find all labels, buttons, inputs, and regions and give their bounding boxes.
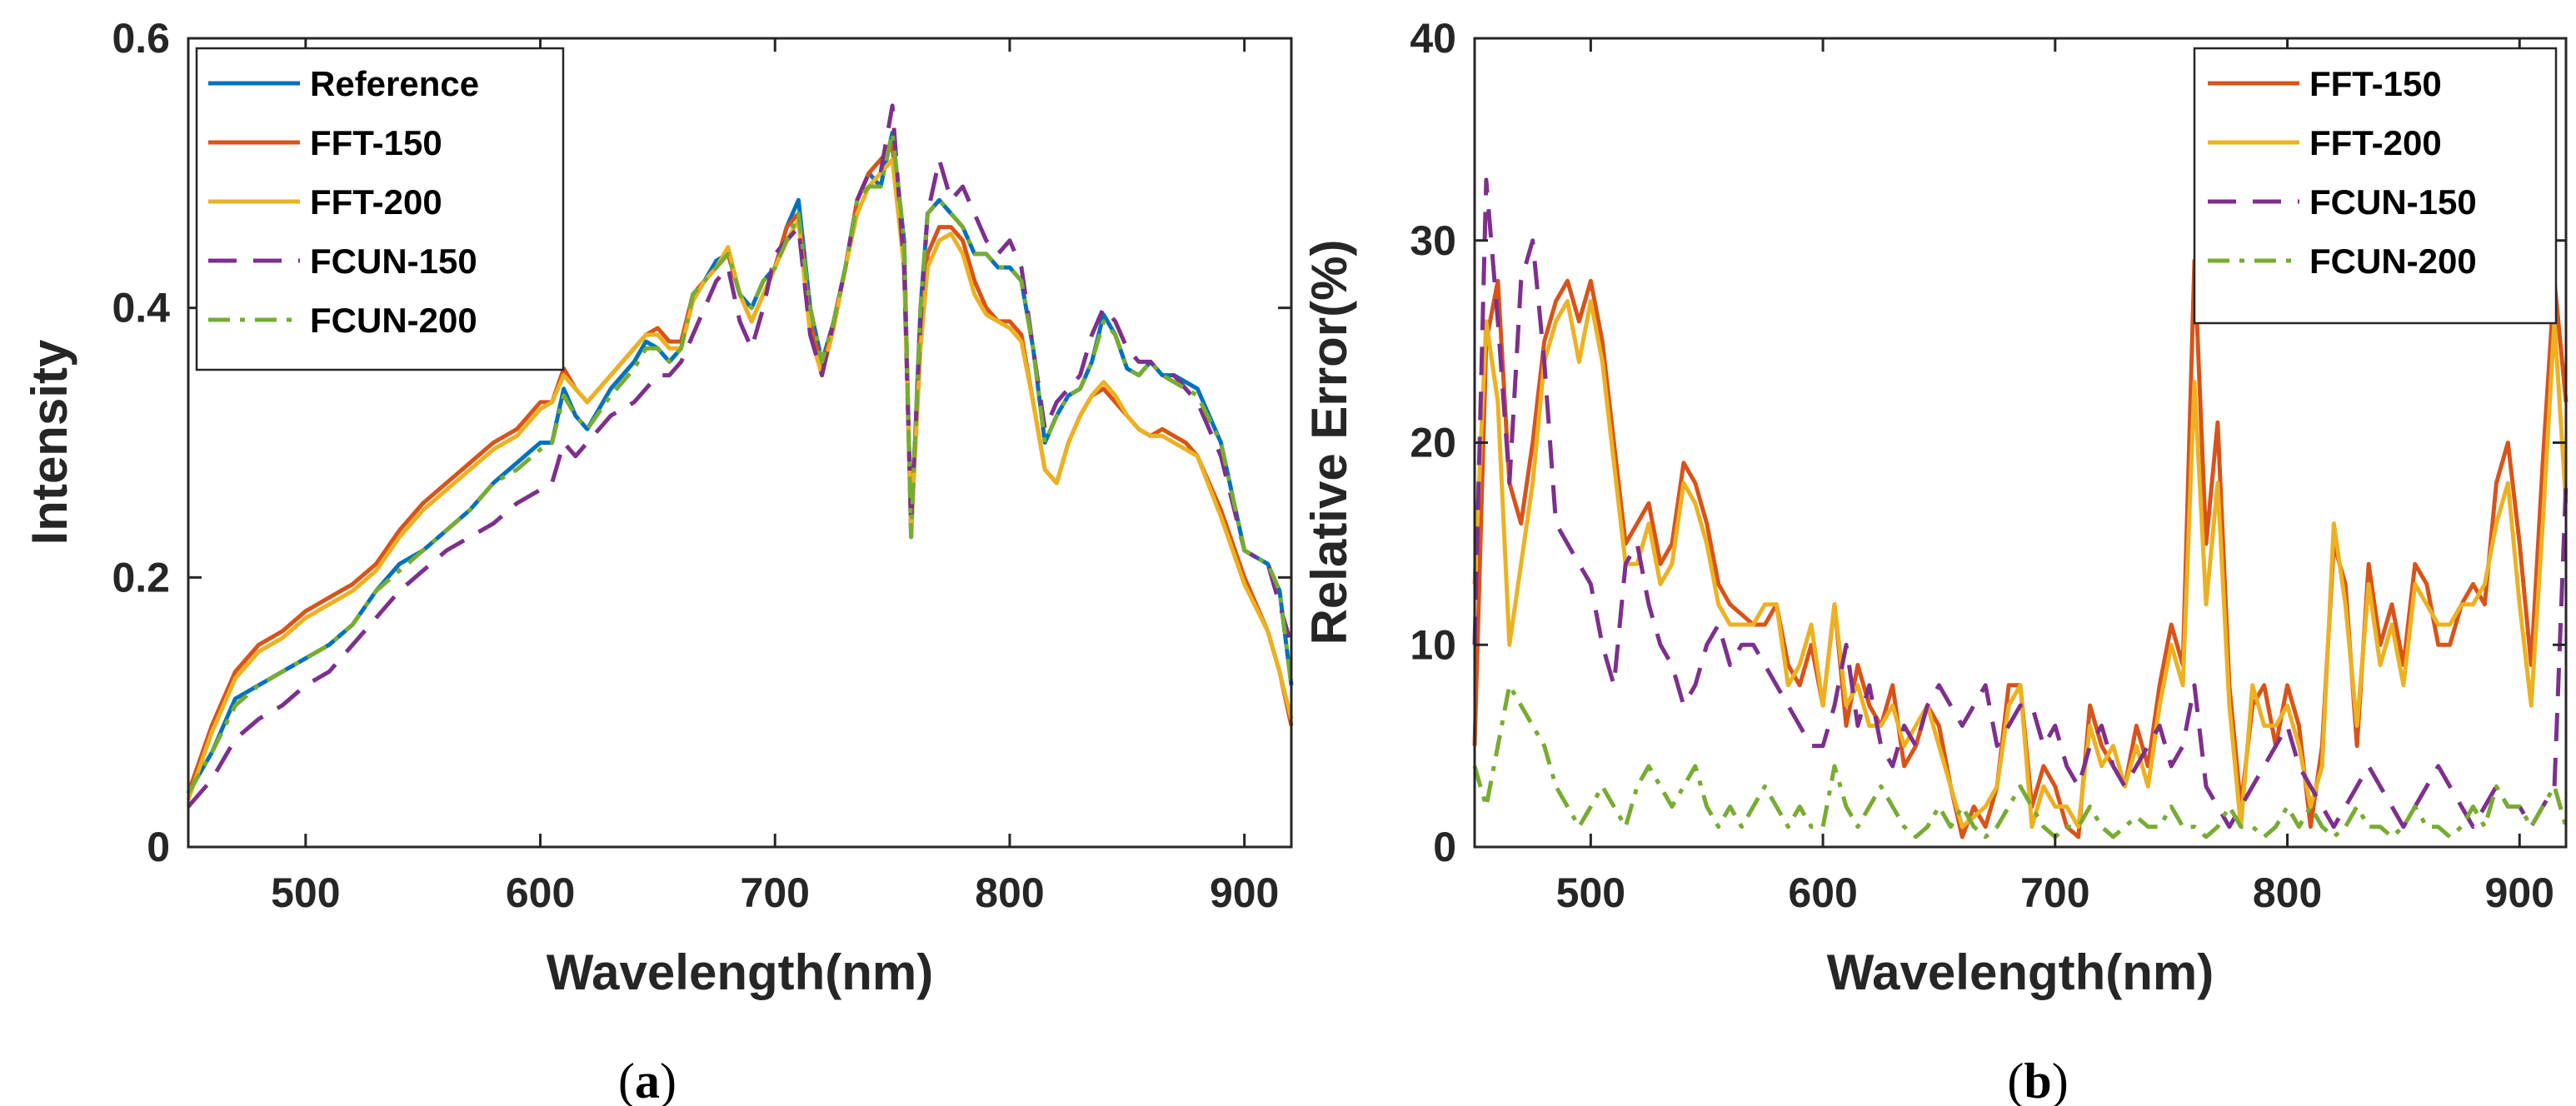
series-line-fft-200 [186,157,1294,801]
y-axis-label-a: Intensity [22,339,77,545]
x-tick-label: 700 [741,869,810,916]
x-tick-label: 800 [975,869,1044,916]
caption-a: (a) [618,1054,676,1106]
legend-label-fcun-200: FCUN-200 [310,301,477,340]
legend-box-b [2193,47,2558,325]
y-tick-label: 20 [1410,420,1456,466]
y-tick-label: 0.4 [112,285,170,331]
y-tick-label: 0 [147,824,170,870]
legend-label-fft-150: FFT-150 [2309,64,2442,103]
series-line-fcun-200 [186,130,1294,795]
legend-box-a [195,47,565,371]
x-tick-label: 600 [506,869,575,916]
y-tick-label: 30 [1410,217,1456,264]
series-line-fcun-200 [1472,683,2569,839]
x-tick-label: 900 [2485,869,2554,916]
legend-label-fft-200: FFT-200 [2309,123,2442,162]
series-line-fcun-150 [187,103,1294,809]
legend-label-reference: Reference [310,64,479,103]
x-axis-label-a: Wavelength(nm) [547,944,933,1000]
legend-a: Reference FFT-150 FFT-200 FCUN-150 FCUN-200 [195,47,565,371]
x-tick-label: 500 [1556,869,1625,916]
legend-label-fcun-150: FCUN-150 [2309,182,2477,222]
legend-label-fft-150: FFT-150 [310,123,442,162]
x-axis-ticks-a: 500 600 700 800 900 [271,38,1279,916]
axes-box-a [187,37,1293,849]
y-axis-ticks-b: 0 10 20 30 40 [1410,15,2566,870]
x-tick-label: 900 [1210,869,1279,916]
y-tick-label: 0 [1433,824,1456,870]
y-tick-label: 0.6 [112,15,170,62]
chart-panel-b: 500 600 700 800 900 0 10 20 30 40 Wavelength(nm)… [1301,15,2569,1106]
y-tick-label: 0.2 [112,554,170,600]
x-axis-label-b: Wavelength(nm) [1827,944,2214,1000]
x-tick-label: 600 [1788,869,1857,916]
y-axis-label-b: Relative Error(%) [1301,240,1357,645]
x-axis-ticks-b: 500 600 700 800 900 [1556,38,2554,916]
x-tick-label: 800 [2253,869,2322,916]
series-group-a [186,103,1294,809]
x-tick-label: 500 [271,869,340,916]
series-line-fft-200 [1472,299,2569,830]
y-tick-label: 40 [1410,15,1456,62]
legend-b: FFT-150 FFT-200 FCUN-150 FCUN-200 [2193,47,2558,325]
legend-label-fcun-150: FCUN-150 [310,242,477,281]
y-tick-label: 10 [1410,621,1456,668]
caption-b: (b) [2007,1054,2068,1106]
legend-label-fft-200: FFT-200 [310,182,442,222]
y-axis-ticks-a: 0 0.2 0.4 0.6 [112,15,1291,870]
legend-label-fcun-200: FCUN-200 [2309,242,2477,281]
chart-panel-a: 500 600 700 800 900 0 0.2 0.4 0.6 Wavelength(nm… [22,15,1294,1106]
series-line-fcun-150 [1472,177,2569,830]
x-tick-label: 700 [2020,869,2089,916]
series-group-b [1472,177,2569,839]
